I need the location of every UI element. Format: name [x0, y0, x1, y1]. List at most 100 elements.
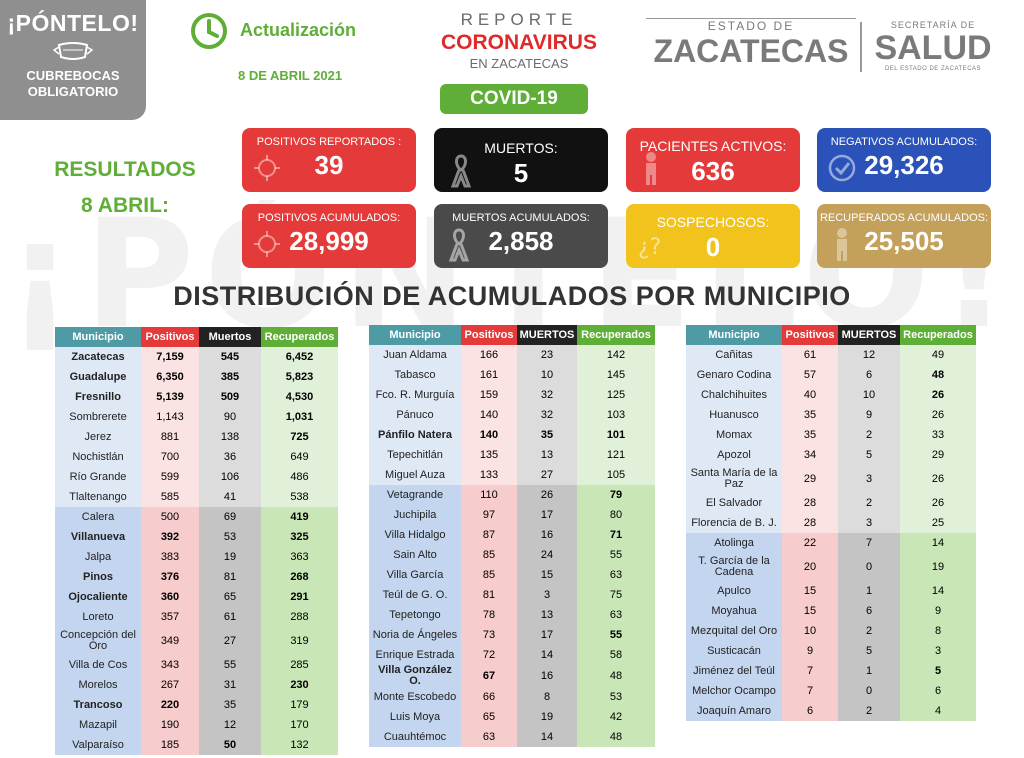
table-row: Pánuco 140 32 103: [369, 405, 655, 425]
cell-muertos: 7: [838, 533, 900, 553]
cell-muertos: 3: [838, 513, 900, 533]
covid-badge: COVID-19: [440, 84, 588, 114]
table-row: Apulco 15 1 14: [686, 581, 976, 601]
table-row: Calera 500 69 419: [55, 507, 338, 527]
cell-municipio: Pinos: [55, 567, 141, 587]
cell-muertos: 32: [517, 385, 577, 405]
cell-municipio: Cañitas: [686, 345, 782, 365]
cell-municipio: Villa de Cos: [55, 655, 141, 675]
cell-municipio: Calera: [55, 507, 141, 527]
stat-card: ¿? SOSPECHOSOS: 0: [626, 204, 800, 268]
cell-muertos: 16: [517, 525, 577, 545]
cell-muertos: 3: [838, 465, 900, 493]
cell-muertos: 6: [838, 365, 900, 385]
cell-recuperados: 103: [577, 405, 655, 425]
table-row: Florencia de B. J. 28 3 25: [686, 513, 976, 533]
cell-muertos: 61: [199, 607, 261, 627]
cell-positivos: 190: [141, 715, 199, 735]
municipality-table-2: Municipio Positivos MUERTOS Recuperados Juan…: [369, 325, 655, 747]
table-row: Morelos 267 31 230: [55, 675, 338, 695]
cell-municipio: Vetagrande: [369, 485, 461, 505]
ribbon-icon: [450, 154, 472, 188]
cell-municipio: Genaro Codina: [686, 365, 782, 385]
cell-municipio: Atolinga: [686, 533, 782, 553]
estado-logo: ESTADO DE ZACATECAS: [646, 18, 856, 69]
salud-line2: SALUD: [874, 29, 992, 67]
mask-mandatory-badge: ¡PÓNTELO! CUBREBOCAS OBLIGATORIO: [0, 0, 146, 120]
table-row: Guadalupe 6,350 385 5,823: [55, 367, 338, 387]
cell-recuperados: 132: [261, 735, 338, 755]
update-date: 8 DE ABRIL 2021: [238, 68, 343, 83]
cell-positivos: 65: [461, 707, 517, 727]
cell-municipio: Monte Escobedo: [369, 687, 461, 707]
cell-recuperados: 48: [577, 665, 655, 687]
cell-municipio: Luis Moya: [369, 707, 461, 727]
cell-positivos: 87: [461, 525, 517, 545]
cell-positivos: 220: [141, 695, 199, 715]
cell-recuperados: 105: [577, 465, 655, 485]
cell-muertos: 19: [199, 547, 261, 567]
table-row: Cuauhtémoc 63 14 48: [369, 727, 655, 747]
cell-positivos: 7: [782, 681, 838, 701]
cell-recuperados: 125: [577, 385, 655, 405]
cell-positivos: 5,139: [141, 387, 199, 407]
cell-recuperados: 142: [577, 345, 655, 365]
cell-recuperados: 63: [577, 605, 655, 625]
clock-icon: [191, 13, 227, 49]
cell-positivos: 360: [141, 587, 199, 607]
stat-card: POSITIVOS REPORTADOS : 39: [242, 128, 416, 192]
table-row: Momax 35 2 33: [686, 425, 976, 445]
cell-muertos: 31: [199, 675, 261, 695]
table-row: Ojocaliente 360 65 291: [55, 587, 338, 607]
cell-positivos: 9: [782, 641, 838, 661]
table-row: Mazapil 190 12 170: [55, 715, 338, 735]
cell-muertos: 2: [838, 493, 900, 513]
table-row: Moyahua 15 6 9: [686, 601, 976, 621]
cell-muertos: 27: [517, 465, 577, 485]
table-row: Río Grande 599 106 486: [55, 467, 338, 487]
report-line3: EN ZACATECAS: [469, 56, 569, 71]
cell-recuperados: 268: [261, 567, 338, 587]
header-positivos: Positivos: [461, 325, 517, 345]
table-row: Monte Escobedo 66 8 53: [369, 687, 655, 707]
table-row: Jiménez del Teúl 7 1 5: [686, 661, 976, 681]
stat-card-value: 25,505: [864, 226, 944, 256]
cell-recuperados: 230: [261, 675, 338, 695]
table-row: Mezquital del Oro 10 2 8: [686, 621, 976, 641]
cell-municipio: Apozol: [686, 445, 782, 465]
cell-positivos: 585: [141, 487, 199, 507]
cell-positivos: 67: [461, 665, 517, 687]
virus-icon: [254, 231, 280, 257]
report-line1: REPORTE: [460, 10, 578, 29]
cell-muertos: 23: [517, 345, 577, 365]
stat-card-label: PACIENTES ACTIVOS:: [639, 138, 787, 154]
cell-municipio: Tepechitlán: [369, 445, 461, 465]
cell-muertos: 41: [199, 487, 261, 507]
cell-municipio: Jalpa: [55, 547, 141, 567]
cell-recuperados: 29: [900, 445, 976, 465]
cell-municipio: Fco. R. Murguía: [369, 385, 461, 405]
cell-positivos: 35: [782, 425, 838, 445]
stat-card: MUERTOS ACUMULADOS: 2,858: [434, 204, 608, 268]
cell-muertos: 2: [838, 621, 900, 641]
table-row: T. García de la Cadena 20 0 19: [686, 553, 976, 581]
cell-positivos: 135: [461, 445, 517, 465]
cell-muertos: 15: [517, 565, 577, 585]
cell-municipio: Susticacán: [686, 641, 782, 661]
cell-positivos: 28: [782, 493, 838, 513]
table-row: Santa María de la Paz 29 3 26: [686, 465, 976, 493]
cell-positivos: 376: [141, 567, 199, 587]
cell-recuperados: 42: [577, 707, 655, 727]
cell-recuperados: 179: [261, 695, 338, 715]
badge-line3: OBLIGATORIO: [27, 84, 119, 99]
cell-recuperados: 725: [261, 427, 338, 447]
cell-positivos: 81: [461, 585, 517, 605]
table-row: Noria de Ángeles 73 17 55: [369, 625, 655, 645]
section-title: DISTRIBUCIÓN DE ACUMULADOS POR MUNICIPIO: [173, 281, 851, 311]
cell-municipio: Pánfilo Natera: [369, 425, 461, 445]
cell-municipio: Apulco: [686, 581, 782, 601]
stat-card: POSITIVOS ACUMULADOS: 28,999: [242, 204, 416, 268]
cell-municipio: Moyahua: [686, 601, 782, 621]
cell-positivos: 10: [782, 621, 838, 641]
cell-muertos: 16: [517, 665, 577, 687]
